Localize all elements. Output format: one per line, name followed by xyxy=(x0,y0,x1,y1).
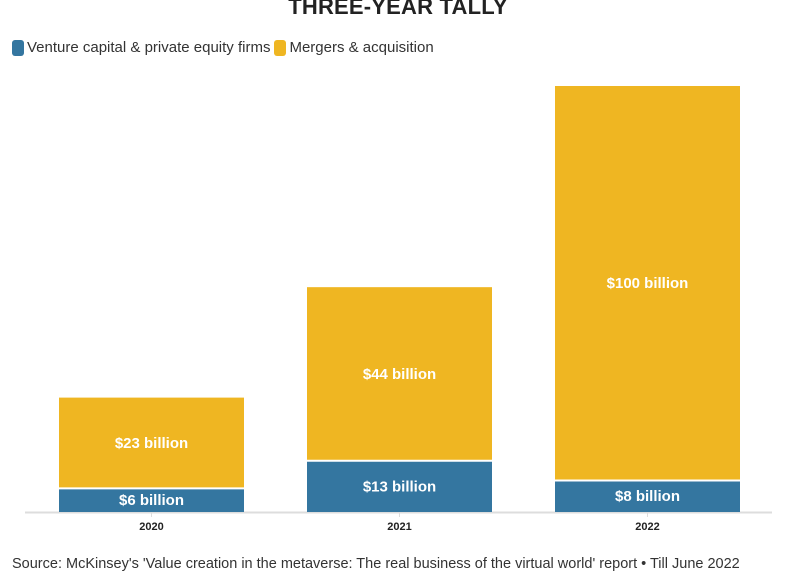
data-label-2020-series-1: $23 billion xyxy=(115,435,188,452)
legend-item-vc: Venture capital & private equity firms xyxy=(12,39,270,56)
data-label-2021-series-0: $13 billion xyxy=(363,478,436,495)
legend-label-vc: Venture capital & private equity firms xyxy=(27,39,271,56)
legend-label-ma: Mergers & acquisition xyxy=(289,39,434,56)
data-label-2022-series-1: $100 billion xyxy=(607,275,689,292)
x-tick-label-2020: 2020 xyxy=(139,521,163,533)
x-tick-label-2022: 2022 xyxy=(635,521,659,533)
bar-2020-series-1 xyxy=(59,397,244,489)
bar-2021-series-1 xyxy=(307,287,492,461)
x-tick-label-2021: 2021 xyxy=(387,521,411,533)
legend-swatch-ma xyxy=(274,39,287,56)
legend: Venture capital & private equity firms M… xyxy=(12,39,438,56)
chart-title: THREE-YEAR TALLY xyxy=(288,0,508,19)
legend-swatch-vc xyxy=(12,39,24,56)
bar-2021-series-0 xyxy=(307,460,492,512)
bar-2020-series-0 xyxy=(59,488,244,512)
bar-2022-series-0 xyxy=(555,480,740,512)
legend-item-ma: Mergers & acquisition xyxy=(274,39,434,56)
data-label-2020-series-0: $6 billion xyxy=(119,492,184,509)
source-note: Source: McKinsey's 'Value creation in th… xyxy=(12,556,740,572)
data-label-2022-series-0: $8 billion xyxy=(615,488,680,505)
bar-2022-series-1 xyxy=(555,86,740,481)
data-label-2021-series-1: $44 billion xyxy=(363,366,436,383)
